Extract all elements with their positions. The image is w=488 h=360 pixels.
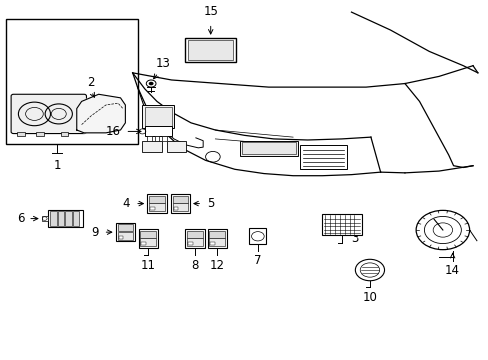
Text: 9: 9 [91,226,99,239]
Bar [188,242,192,246]
Bar [141,242,145,246]
Bar [65,211,72,226]
Bar [249,228,266,244]
Circle shape [148,82,153,85]
Bar [149,195,164,203]
Bar [41,216,47,221]
Bar [142,105,174,128]
Bar [150,207,154,210]
Text: 8: 8 [191,259,198,272]
Polygon shape [77,94,125,133]
Bar [188,40,233,60]
Text: 15: 15 [203,5,218,18]
Bar [300,145,346,168]
Bar [209,238,224,247]
Text: 2: 2 [87,76,95,89]
Bar [172,203,188,211]
Bar [210,242,215,246]
Text: 7: 7 [254,254,261,267]
Text: 11: 11 [141,259,155,272]
Text: 16: 16 [105,125,120,138]
Bar [147,194,166,213]
Bar [162,136,166,141]
Bar [138,229,158,248]
Text: 5: 5 [206,197,214,210]
Bar [61,132,68,136]
Bar [73,211,79,226]
Text: 14: 14 [444,264,459,277]
Text: 12: 12 [209,259,224,272]
Bar [144,107,171,126]
Bar [187,238,202,247]
Bar [140,238,156,247]
Bar [58,211,64,226]
Bar [207,229,226,248]
Bar [242,142,295,154]
Text: 6: 6 [17,212,24,225]
Bar [149,203,164,211]
Bar [173,207,178,210]
Bar [50,211,57,226]
Bar [166,141,186,152]
Text: 3: 3 [350,233,357,246]
Text: 1: 1 [54,158,61,172]
Bar [209,231,224,238]
Bar [187,231,202,238]
Bar [140,231,156,238]
Text: 4: 4 [122,197,130,210]
Bar [116,223,135,242]
Bar [36,132,44,136]
Bar [47,210,82,227]
Bar [117,224,133,231]
Bar [154,136,159,141]
FancyBboxPatch shape [11,94,86,134]
Bar [118,235,123,239]
Bar [185,38,236,62]
Bar [6,19,137,144]
Bar [142,141,162,152]
Bar [144,126,171,136]
Text: 13: 13 [156,57,170,70]
Text: 10: 10 [362,291,377,304]
Bar [185,229,204,248]
Bar [147,136,152,141]
Bar [322,214,362,235]
Bar [239,141,297,156]
Bar [170,194,190,213]
Bar [117,231,133,240]
Bar [172,195,188,203]
Bar [17,132,25,136]
